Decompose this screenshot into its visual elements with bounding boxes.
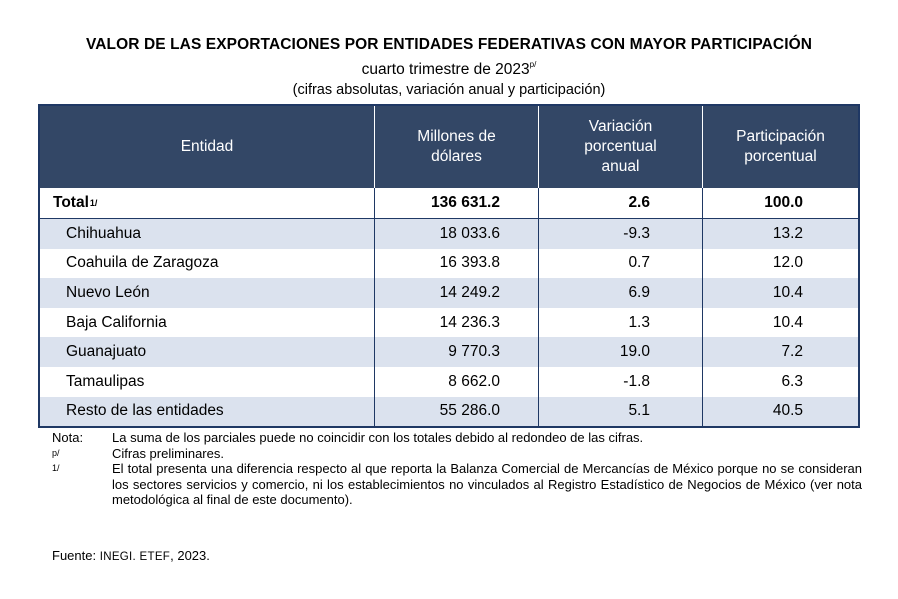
table-row: Nuevo León 14 249.2 6.9 10.4 (40, 278, 858, 308)
row-entidad: Resto de las entidades (40, 396, 375, 427)
note-text: La suma de los parciales puede no coinci… (112, 430, 644, 445)
note-item: 1/ El total presenta una diferencia resp… (52, 461, 862, 508)
row-entidad: Baja California (40, 307, 375, 338)
row-variacion: -9.3 (539, 219, 703, 249)
total-label: Total (53, 194, 89, 211)
note-item: Nota: La suma de los parciales puede no … (52, 430, 862, 446)
table-title: VALOR DE LAS EXPORTACIONES POR ENTIDADES… (85, 36, 813, 53)
row-variacion: 19.0 (539, 337, 703, 367)
row-entidad: Nuevo León (40, 278, 375, 308)
row-participacion: 6.3 (781, 372, 803, 390)
row-participacion: 10.4 (772, 283, 803, 301)
row-entidad: Coahuila de Zaragoza (40, 248, 375, 279)
total-millones: 136 631.2 (375, 188, 539, 218)
table-row: Tamaulipas 8 662.0 -1.8 6.3 (40, 366, 858, 397)
row-variacion: 0.7 (539, 248, 703, 279)
row-millones: 55 286.0 (375, 396, 539, 427)
row-entidad: Chihuahua (40, 219, 375, 249)
row-participacion: 13.2 (772, 224, 803, 242)
table-header: Entidad Millones de dólares Variación po… (40, 106, 858, 188)
note-key: p/ (52, 447, 60, 458)
note-text: El total presenta una diferencia respect… (112, 461, 862, 508)
table-row: Coahuila de Zaragoza 16 393.8 0.7 12.0 (40, 248, 858, 279)
row-variacion: 6.9 (539, 278, 703, 308)
row-millones: 18 033.6 (375, 219, 539, 249)
column-header-variacion: Variación porcentual anual (539, 106, 703, 188)
column-header-participacion: Participación porcentual (703, 106, 858, 188)
source-org: INEGI. ETEF (99, 551, 171, 563)
table-row: Chihuahua 18 033.6 -9.3 13.2 (40, 219, 858, 249)
row-variacion: -1.8 (539, 366, 703, 397)
row-participacion: 7.2 (781, 343, 803, 361)
total-label-cell: Total 1/ (40, 188, 375, 218)
row-millones: 14 236.3 (375, 307, 539, 338)
subtitle-text: cuarto trimestre de 2023 (361, 61, 530, 78)
row-millones: 14 249.2 (375, 278, 539, 308)
table-row: Baja California 14 236.3 1.3 10.4 (40, 307, 858, 338)
row-participacion: 12.0 (772, 254, 803, 272)
table-row: Guanajuato 9 770.3 19.0 7.2 (40, 337, 858, 367)
table-row-total: Total 1/ 136 631.2 2.6 100.0 (40, 188, 858, 219)
exports-table: Entidad Millones de dólares Variación po… (38, 104, 860, 429)
note-text: Cifras preliminares. (112, 445, 224, 461)
column-header-variacion-label: Variación porcentual anual (584, 118, 657, 175)
row-participacion: 40.5 (772, 402, 803, 420)
column-header-entidad: Entidad (40, 106, 375, 188)
source-line: Fuente: INEGI. ETEF, 2023. (52, 548, 210, 563)
column-header-participacion-label: Participación porcentual (736, 128, 825, 165)
preliminary-mark: p/ (529, 60, 537, 69)
total-variacion: 2.6 (539, 188, 703, 218)
table-caption: (cifras absolutas, variación anual y par… (292, 82, 606, 98)
table-row: Resto de las entidades 55 286.0 5.1 40.5 (40, 396, 858, 427)
total-participacion: 100.0 (764, 194, 803, 211)
table-subtitle: cuarto trimestre de 2023p/ (0, 60, 898, 79)
source-year: , 2023. (170, 548, 210, 563)
column-header-millones: Millones de dólares (375, 106, 539, 188)
row-participacion: 10.4 (772, 313, 803, 331)
row-millones: 9 770.3 (375, 337, 539, 367)
row-variacion: 1.3 (539, 307, 703, 338)
row-entidad: Tamaulipas (40, 366, 375, 397)
note-key: Nota: (52, 430, 84, 445)
row-entidad: Guanajuato (40, 337, 375, 367)
row-variacion: 5.1 (539, 396, 703, 427)
note-item: p/ Cifras preliminares. (52, 446, 862, 462)
note-key: 1/ (52, 463, 60, 474)
column-header-millones-label: Millones de dólares (417, 128, 496, 165)
row-millones: 8 662.0 (375, 366, 539, 397)
source-label: Fuente: (52, 548, 97, 563)
row-millones: 16 393.8 (375, 248, 539, 279)
total-note-mark: 1/ (89, 198, 98, 208)
table-notes: Nota: La suma de los parciales puede no … (52, 430, 862, 508)
